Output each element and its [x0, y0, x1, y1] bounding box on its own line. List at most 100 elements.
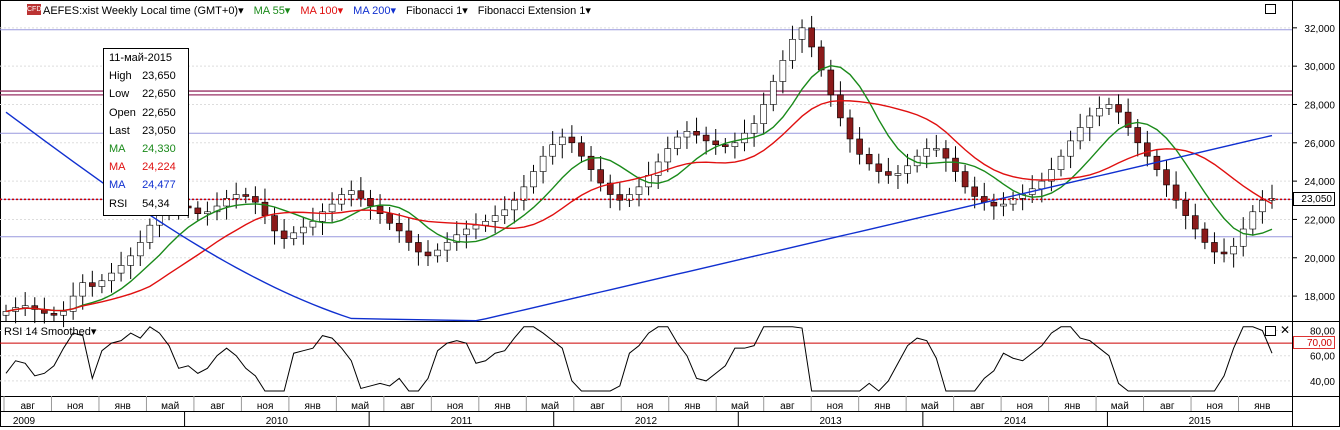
candle-body [415, 242, 422, 253]
candle-body [942, 148, 950, 159]
rsi-indicator-dropdown[interactable]: RSI 14 Smoothed▾ [4, 326, 97, 338]
candle-body [1259, 199, 1266, 213]
month-label: янв [305, 401, 321, 412]
candle-body [789, 39, 796, 61]
candle-body [31, 305, 39, 310]
candle-body [923, 148, 931, 157]
year-label: 2012 [635, 416, 658, 427]
candle-body [1115, 104, 1122, 113]
candle-body [491, 215, 499, 222]
rsi-maximize-icon[interactable] [1265, 326, 1276, 336]
info-rsi-value: 54,34 [142, 197, 170, 210]
info-last-value: 23,050 [142, 124, 176, 137]
candle-body [597, 169, 604, 184]
candle-body [798, 27, 806, 40]
candle-body [69, 295, 77, 312]
candle-body [1000, 203, 1007, 207]
fibonacci-dropdown[interactable]: Fibonacci 1▾ [406, 4, 468, 17]
month-label: янв [1254, 401, 1270, 412]
price-axis-label: 22,000 [1304, 215, 1335, 226]
candle-body [1163, 169, 1170, 186]
info-low-value: 22,650 [142, 88, 176, 101]
ma55-dropdown[interactable]: MA 55▾ [253, 4, 291, 17]
month-label: янв [1064, 401, 1080, 412]
candle-body [865, 153, 873, 165]
candle-body [760, 104, 767, 124]
candle-body [1134, 127, 1142, 144]
price-axis-label: 26,000 [1304, 139, 1335, 150]
candle-body [1105, 104, 1113, 109]
month-label: май [541, 401, 559, 412]
candle-body [1230, 245, 1237, 255]
year-label: 2013 [819, 416, 842, 427]
ma100-line [5, 99, 1273, 313]
candle-body [357, 190, 365, 199]
candle-body [328, 203, 336, 213]
candle-body [1211, 242, 1218, 253]
month-label: янв [115, 401, 131, 412]
info-open-label: Open [109, 106, 136, 119]
candle-body [405, 230, 413, 243]
last-price-tag: 23,050 [1293, 192, 1335, 206]
month-label: янв [874, 401, 890, 412]
rsi-close-icon[interactable]: ✕ [1280, 323, 1291, 337]
chart-header: AEFES:xist Weekly Local time (GMT+0)▾ MA… [43, 3, 591, 17]
candle-body [319, 211, 326, 222]
candle-body [21, 305, 29, 308]
candle-body [309, 221, 317, 228]
candle-body [961, 171, 969, 188]
candle-body [683, 130, 691, 138]
candle-body [1144, 142, 1151, 157]
candle-body [194, 207, 202, 214]
year-label: 2010 [266, 416, 289, 427]
candle-body [587, 155, 595, 170]
candle-body [817, 46, 825, 71]
month-label: ноя [67, 401, 84, 412]
candle-body [750, 123, 758, 134]
ma100-dropdown[interactable]: MA 100▾ [300, 4, 344, 17]
candle-body [463, 228, 470, 236]
candle-body [664, 148, 672, 163]
rsi-axis-label: 40,00 [1310, 377, 1335, 388]
candle-body [712, 140, 720, 146]
candle-body [204, 211, 211, 214]
fibonacci-extension-dropdown[interactable]: Fibonacci Extension 1▾ [477, 4, 591, 17]
candle-body [808, 27, 815, 48]
candle-body [1096, 108, 1103, 117]
month-label: май [1111, 401, 1129, 412]
ma200-line [5, 111, 1273, 322]
candle-body [1201, 228, 1209, 243]
candle-body [443, 242, 451, 251]
month-label: май [161, 401, 179, 412]
maximize-icon[interactable] [1265, 4, 1276, 14]
candle-body [568, 136, 576, 144]
month-label: ноя [827, 401, 844, 412]
candle-body [520, 186, 528, 201]
candle-body [482, 221, 489, 226]
candle-body [1009, 198, 1017, 205]
month-label: авг [970, 401, 985, 412]
candle-body [1086, 115, 1094, 128]
candle-body [280, 230, 288, 239]
ma200-dropdown[interactable]: MA 200▾ [353, 4, 396, 17]
price-axis-label: 20,000 [1304, 254, 1335, 265]
candle-body [1182, 199, 1189, 216]
month-label: авг [210, 401, 225, 412]
candle-body [904, 165, 911, 174]
info-ma200-value: 24,477 [142, 179, 176, 192]
candle-body [530, 171, 537, 188]
year-label: 2011 [451, 416, 473, 427]
candle-body [89, 282, 96, 287]
candle-body [990, 201, 998, 207]
month-label: май [921, 401, 939, 412]
candle-body [1038, 180, 1046, 190]
candle-body [971, 186, 978, 197]
candle-body [635, 186, 643, 195]
candle-body [1067, 140, 1074, 157]
year-label: 2009 [13, 416, 36, 427]
candle-body [1048, 169, 1055, 182]
symbol-dropdown[interactable]: AEFES:xist Weekly Local time (GMT+0)▾ [43, 4, 244, 17]
